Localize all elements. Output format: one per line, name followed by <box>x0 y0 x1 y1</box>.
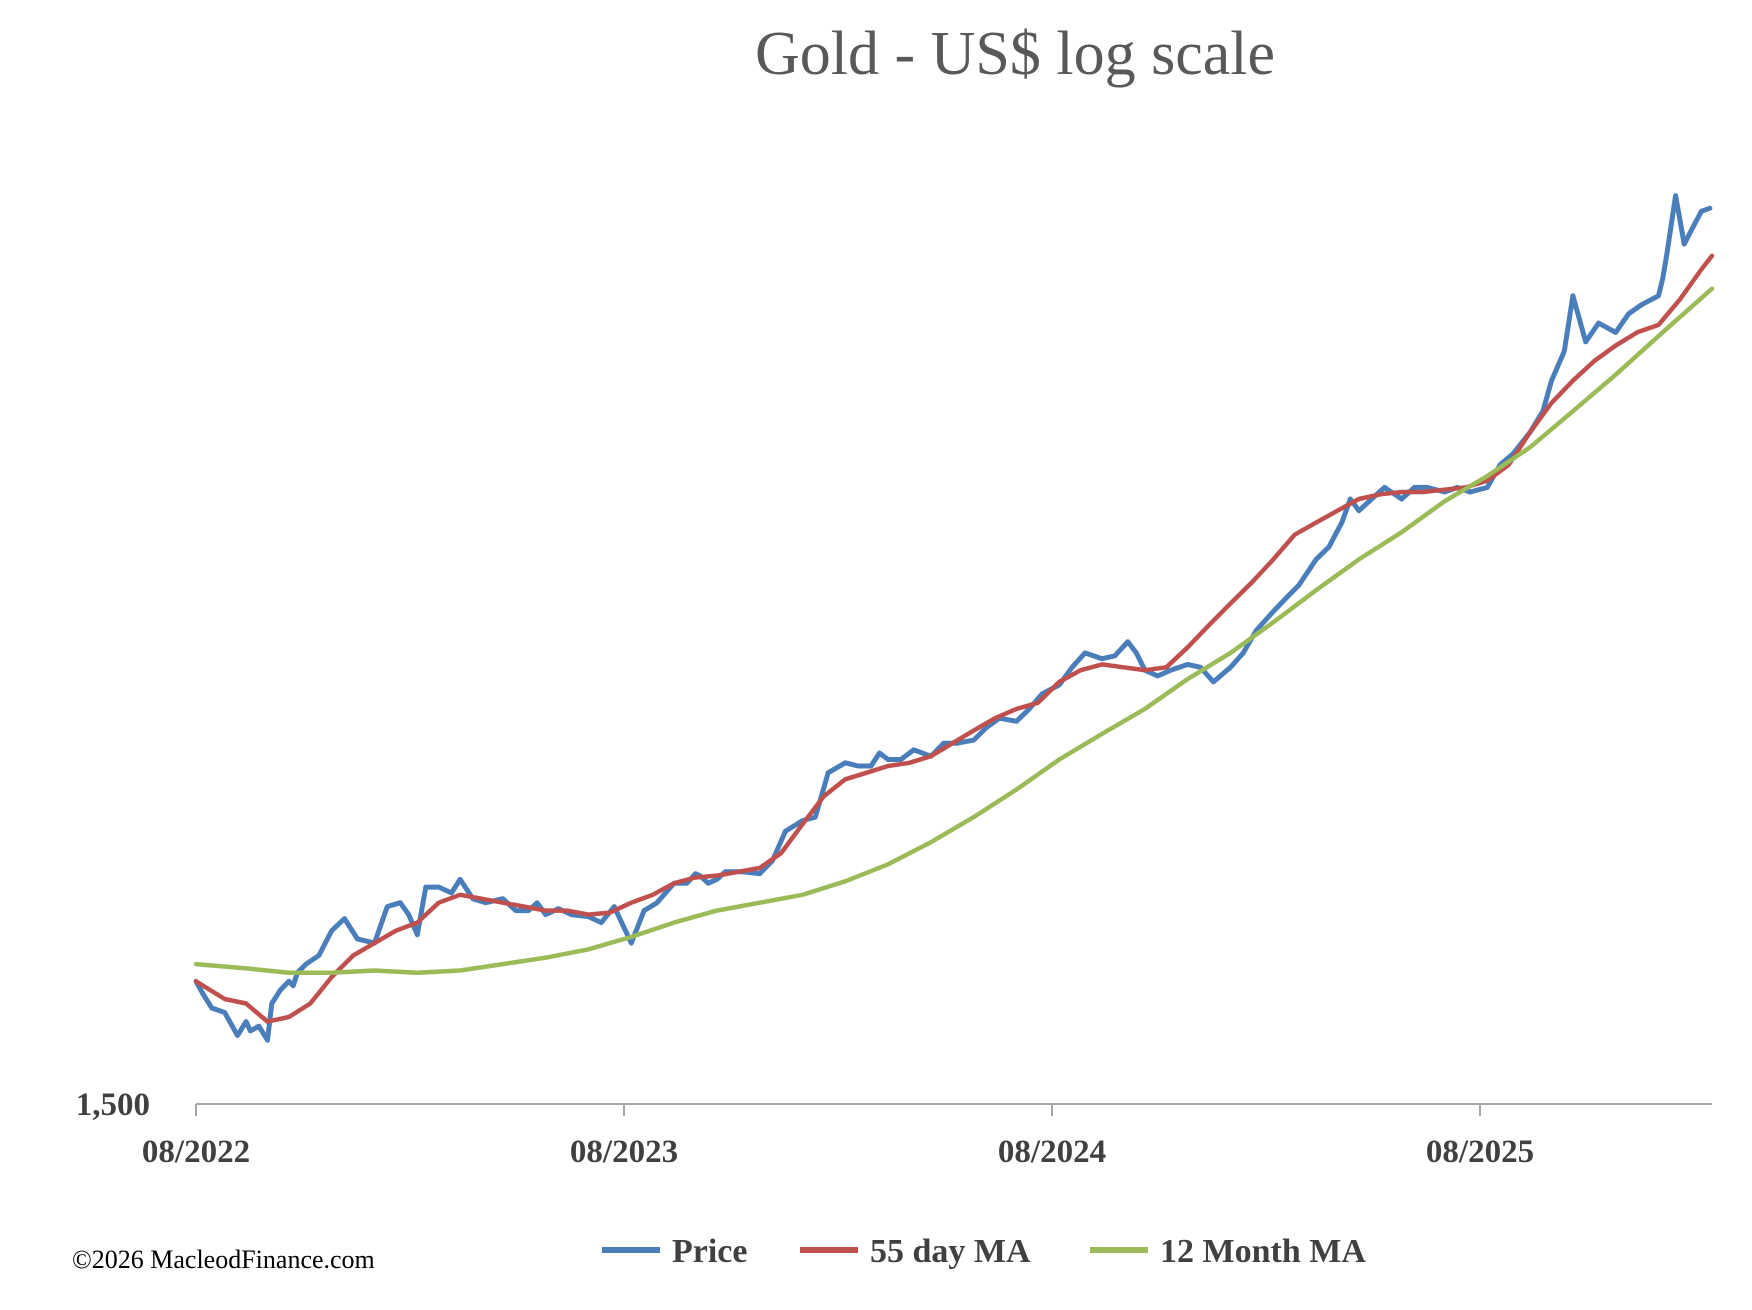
price-line <box>193 193 1713 1043</box>
x-tick-label: 08/2024 <box>998 1134 1106 1170</box>
x-tick-label: 08/2025 <box>1426 1134 1534 1170</box>
x-tick-label: 08/2022 <box>142 1134 250 1170</box>
copyright-notice: ©2026 MacleodFinance.com <box>72 1245 375 1274</box>
legend-label-12-month-ma: 12 Month MA <box>1160 1233 1366 1270</box>
legend: Price 55 day MA 12 Month MA <box>602 1233 1366 1270</box>
series-layer <box>193 193 1715 1043</box>
x-tick-label: 08/2023 <box>570 1134 678 1170</box>
legend-label-price: Price <box>672 1233 748 1270</box>
x-ticks: 08/2022 08/2023 08/2024 08/2025 <box>142 1104 1534 1170</box>
y-tick-label: 1,500 <box>76 1087 150 1123</box>
ma-12-month-line <box>193 286 1715 975</box>
legend-label-55-day-ma: 55 day MA <box>870 1233 1031 1270</box>
plot-area <box>193 193 1715 1043</box>
chart-title: Gold - US$ log scale <box>755 20 1275 88</box>
